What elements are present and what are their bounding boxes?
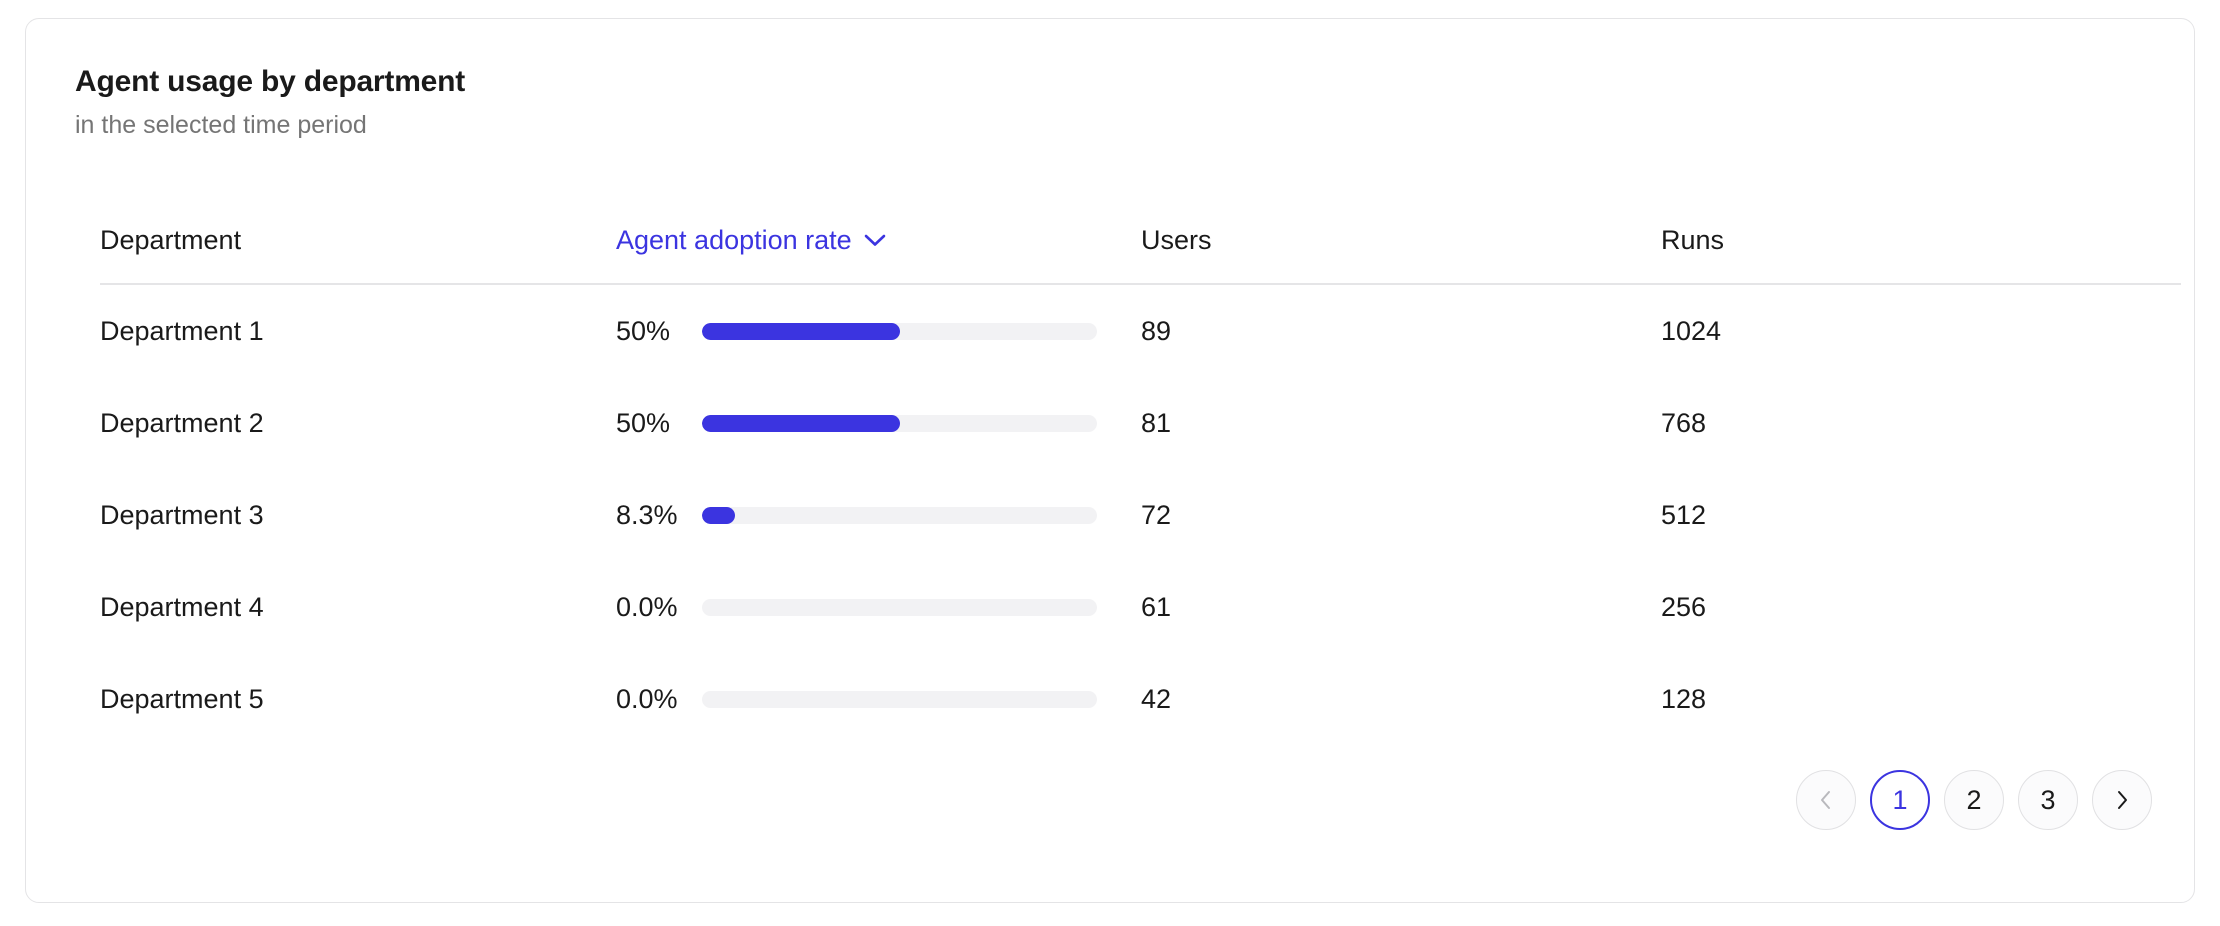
table-row[interactable]: Department 5 0.0% 42 128: [100, 653, 2181, 745]
cell-adoption-rate: 50%: [616, 408, 1141, 439]
pagination-prev-button[interactable]: [1796, 770, 1856, 830]
column-header-adoption-rate[interactable]: Agent adoption rate: [616, 225, 1141, 256]
table-row[interactable]: Department 4 0.0% 61 256: [100, 561, 2181, 653]
pagination-next-button[interactable]: [2092, 770, 2152, 830]
cell-runs: 256: [1661, 591, 1707, 622]
table-row[interactable]: Department 2 50% 81 768: [100, 377, 2181, 469]
adoption-rate-bar-track: [702, 690, 1097, 708]
pagination-page-1[interactable]: 1: [1870, 770, 1930, 830]
column-header-users[interactable]: Users: [1141, 224, 1212, 255]
card-subtitle: in the selected time period: [75, 111, 367, 139]
cell-users: 89: [1141, 315, 1172, 346]
cell-department: Department 3: [100, 499, 264, 530]
cell-runs: 512: [1661, 499, 1707, 530]
cell-department: Department 5: [100, 683, 264, 714]
adoption-rate-label: 50%: [616, 407, 671, 438]
cell-adoption-rate: 50%: [616, 316, 1141, 347]
table-row[interactable]: Department 1 50% 89 1024: [100, 285, 2181, 377]
chevron-right-icon: [2114, 788, 2130, 812]
column-header-adoption-rate-label: Agent adoption rate: [616, 224, 852, 255]
adoption-rate-bar-track: [702, 506, 1097, 524]
agent-usage-card: Agent usage by department in the selecte…: [25, 18, 2195, 903]
column-header-department[interactable]: Department: [100, 224, 242, 255]
pagination: 1 2 3: [1796, 770, 2152, 830]
chevron-down-icon: [864, 234, 886, 247]
agent-usage-table: Department Agent adoption rate Users Run…: [100, 197, 2181, 745]
cell-adoption-rate: 0.0%: [616, 592, 1141, 623]
adoption-rate-label: 50%: [616, 315, 671, 346]
column-header-runs[interactable]: Runs: [1661, 224, 1725, 255]
adoption-rate-label: 0.0%: [616, 591, 678, 622]
card-header: Agent usage by department in the selecte…: [26, 19, 2194, 140]
page-title: Agent usage by department: [75, 65, 466, 98]
cell-runs: 1024: [1661, 315, 1722, 346]
cell-adoption-rate: 0.0%: [616, 684, 1141, 715]
chevron-left-icon: [1818, 788, 1834, 812]
adoption-rate-bar-fill: [702, 506, 735, 524]
adoption-rate-bar-track: [702, 414, 1097, 432]
table-header-row: Department Agent adoption rate Users Run…: [100, 197, 2181, 285]
cell-adoption-rate: 8.3%: [616, 500, 1141, 531]
cell-users: 61: [1141, 591, 1172, 622]
cell-users: 42: [1141, 683, 1172, 714]
adoption-rate-label: 8.3%: [616, 499, 678, 530]
cell-department: Department 1: [100, 315, 264, 346]
adoption-rate-bar-fill: [702, 322, 900, 340]
adoption-rate-bar-track: [702, 322, 1097, 340]
pagination-page-2[interactable]: 2: [1944, 770, 2004, 830]
cell-runs: 768: [1661, 407, 1707, 438]
adoption-rate-bar-fill: [702, 414, 900, 432]
adoption-rate-label: 0.0%: [616, 683, 678, 714]
cell-department: Department 2: [100, 407, 264, 438]
table-row[interactable]: Department 3 8.3% 72 512: [100, 469, 2181, 561]
adoption-rate-bar-track: [702, 598, 1097, 616]
cell-runs: 128: [1661, 683, 1707, 714]
pagination-page-3[interactable]: 3: [2018, 770, 2078, 830]
cell-users: 72: [1141, 499, 1172, 530]
cell-department: Department 4: [100, 591, 264, 622]
cell-users: 81: [1141, 407, 1172, 438]
